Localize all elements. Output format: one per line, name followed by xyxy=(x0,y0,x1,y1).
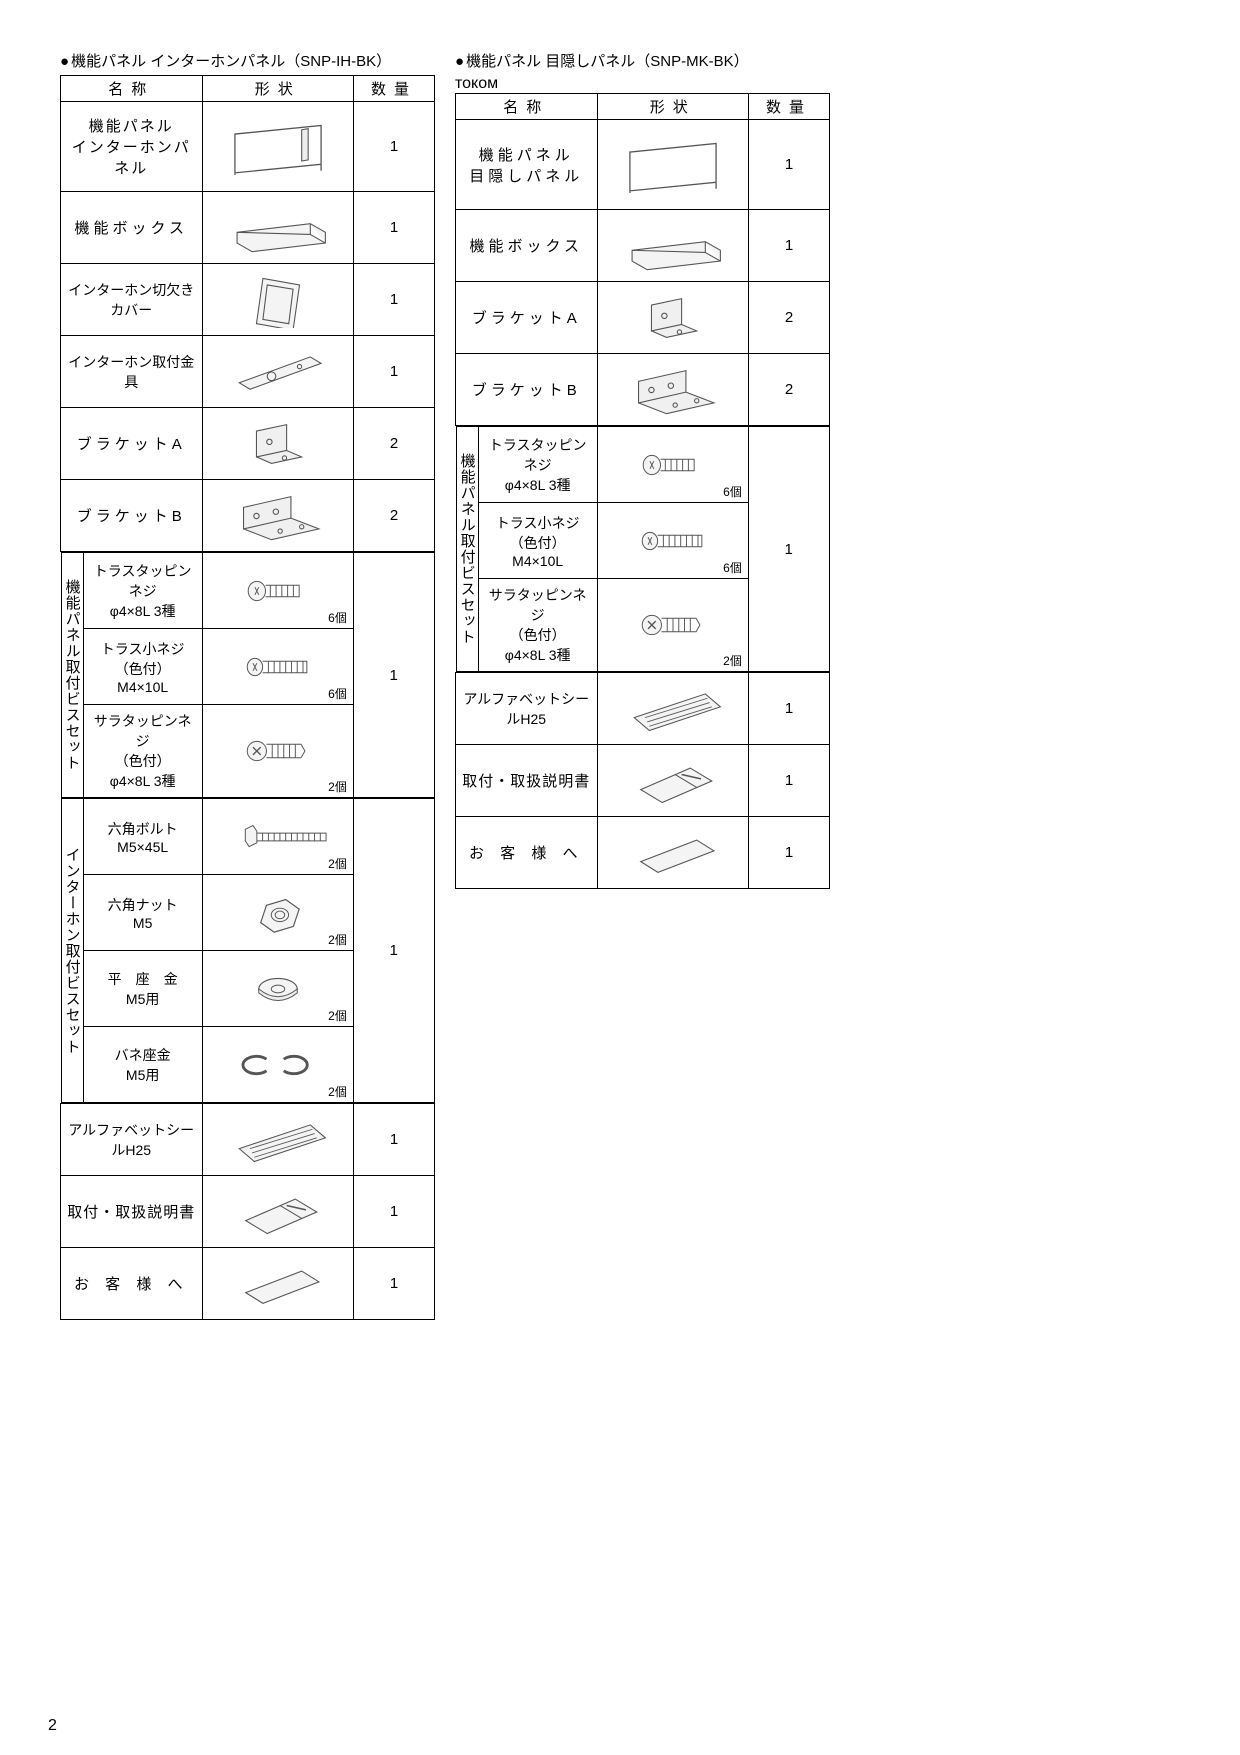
part-shape xyxy=(597,745,749,817)
part-shape xyxy=(202,102,354,192)
part-shape xyxy=(597,817,749,889)
screw-name: サラタッピンネジ（色付）φ4×8L 3種 xyxy=(478,579,597,672)
part-shape xyxy=(597,354,749,426)
screwset-vlabel: 機能パネル取付ビスセット xyxy=(61,553,83,798)
screw-name: 六角ボルトM5×45L xyxy=(83,799,202,875)
part-name: 機能ボックス xyxy=(456,210,598,282)
part-qty: 1 xyxy=(354,192,435,264)
th-shape: 形状 xyxy=(597,94,749,120)
part-name: インターホン取付金具 xyxy=(61,336,203,408)
screw-shape: 2個 xyxy=(202,875,353,951)
th-name: 名称 xyxy=(61,76,203,102)
screwset-qty: 1 xyxy=(748,427,829,672)
part-name: ブラケットA xyxy=(61,408,203,480)
part-shape xyxy=(597,210,749,282)
part-qty: 1 xyxy=(354,336,435,408)
left-parts-table: 名称 形状 数量 機能パネルインターホンパネル 1 機能ボックス 1 インターホ… xyxy=(60,75,435,1320)
part-name: ブラケットB xyxy=(456,354,598,426)
screw-name: トラスタッピンネジφ4×8L 3種 xyxy=(83,553,202,629)
part-name: インターホン切欠きカバー xyxy=(61,264,203,336)
part-qty: 1 xyxy=(749,210,830,282)
part-name: 機能パネルインターホンパネル xyxy=(61,102,203,192)
screw-name: トラス小ネジ（色付）M4×10L xyxy=(478,503,597,579)
screw-name: サラタッピンネジ（色付）φ4×8L 3種 xyxy=(83,705,202,798)
screw-count: 6個 xyxy=(723,559,742,576)
screw-name: バネ座金M5用 xyxy=(83,1027,202,1103)
part-qty: 1 xyxy=(749,817,830,889)
screw-shape: 2個 xyxy=(202,705,353,798)
part-name: ブラケットB xyxy=(61,480,203,552)
part-qty: 1 xyxy=(749,120,830,210)
screw-count: 6個 xyxy=(328,685,347,702)
screw-count: 2個 xyxy=(723,652,742,669)
th-shape: 形状 xyxy=(202,76,354,102)
screw-count: 2個 xyxy=(328,1083,347,1100)
screw-shape: 6個 xyxy=(202,553,353,629)
screw-count: 2個 xyxy=(328,1007,347,1024)
part-name: 取付・取扱説明書 xyxy=(61,1176,203,1248)
screw-shape: 2個 xyxy=(202,799,353,875)
part-qty: 2 xyxy=(354,408,435,480)
part-shape xyxy=(202,1104,354,1176)
screw-count: 2個 xyxy=(328,778,347,795)
screw-count: 2個 xyxy=(328,931,347,948)
part-name: 機能ボックス xyxy=(61,192,203,264)
th-qty: 数量 xyxy=(354,76,435,102)
part-shape xyxy=(202,480,354,552)
part-qty: 2 xyxy=(749,354,830,426)
part-shape xyxy=(202,192,354,264)
screwset-qty: 1 xyxy=(353,553,434,798)
screw-name: 六角ナットM5 xyxy=(83,875,202,951)
screw-shape: 2個 xyxy=(597,579,748,672)
part-qty: 1 xyxy=(354,1104,435,1176)
screw-name: 平 座 金M5用 xyxy=(83,951,202,1027)
th-name: 名称 xyxy=(456,94,598,120)
part-shape xyxy=(202,336,354,408)
part-name: お 客 様 へ xyxy=(456,817,598,889)
screw-name: トラス小ネジ（色付）M4×10L xyxy=(83,629,202,705)
screw-shape: 6個 xyxy=(597,503,748,579)
screw-shape: 2個 xyxy=(202,1027,353,1103)
part-qty: 2 xyxy=(354,480,435,552)
right-column: 機能パネル 目隠しパネル（SNP-MK-BK） током 名称 形状 数量 機… xyxy=(455,50,830,1320)
part-qty: 2 xyxy=(749,282,830,354)
part-name: ブラケットA xyxy=(456,282,598,354)
part-shape xyxy=(202,1248,354,1320)
screwset-vlabel: インターホン取付ビスセット xyxy=(61,799,83,1103)
part-name: 機能パネル目隠しパネル xyxy=(456,120,598,210)
right-parts-table: 名称 形状 数量 機能パネル目隠しパネル 1 機能ボックス 1 ブラケットA 2… xyxy=(455,93,830,889)
part-name: アルファベットシールH25 xyxy=(61,1104,203,1176)
part-shape xyxy=(597,673,749,745)
part-shape xyxy=(597,120,749,210)
part-name: お 客 様 へ xyxy=(61,1248,203,1320)
page-number: 2 xyxy=(48,1717,57,1735)
part-qty: 1 xyxy=(354,1248,435,1320)
part-shape xyxy=(202,1176,354,1248)
part-qty: 1 xyxy=(749,745,830,817)
right-title: 機能パネル 目隠しパネル（SNP-MK-BK） xyxy=(455,50,830,71)
screw-name: トラスタッピンネジφ4×8L 3種 xyxy=(478,427,597,503)
part-shape xyxy=(597,282,749,354)
screw-count: 2個 xyxy=(328,855,347,872)
th-qty: 数量 xyxy=(749,94,830,120)
part-shape xyxy=(202,408,354,480)
screwset-vlabel: 機能パネル取付ビスセット xyxy=(456,427,478,672)
part-name: アルファベットシールH25 xyxy=(456,673,598,745)
left-title: 機能パネル インターホンパネル（SNP-IH-BK） xyxy=(60,50,435,71)
screwset-qty: 1 xyxy=(353,799,434,1103)
screw-count: 6個 xyxy=(328,609,347,626)
part-qty: 1 xyxy=(749,673,830,745)
part-name: 取付・取扱説明書 xyxy=(456,745,598,817)
part-shape xyxy=(202,264,354,336)
left-column: 機能パネル インターホンパネル（SNP-IH-BK） 名称 形状 数量 機能パネ… xyxy=(60,50,435,1320)
part-qty: 1 xyxy=(354,264,435,336)
screw-shape: 2個 xyxy=(202,951,353,1027)
screw-shape: 6個 xyxy=(597,427,748,503)
screw-count: 6個 xyxy=(723,483,742,500)
part-qty: 1 xyxy=(354,1176,435,1248)
screw-shape: 6個 xyxy=(202,629,353,705)
part-qty: 1 xyxy=(354,102,435,192)
